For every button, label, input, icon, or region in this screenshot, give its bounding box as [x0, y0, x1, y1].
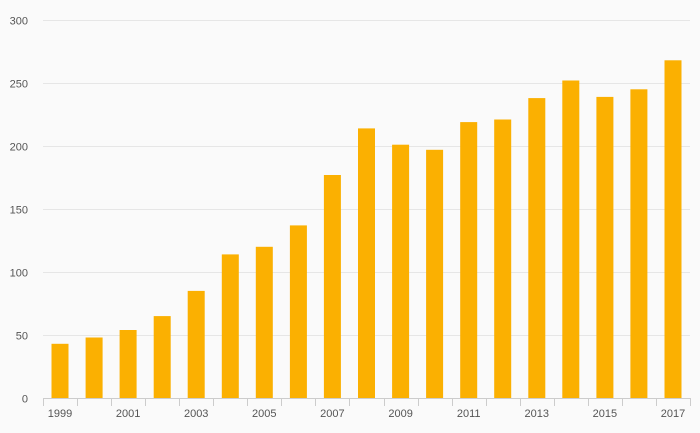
y-tick-label: 200 — [10, 142, 28, 154]
bar — [358, 128, 375, 398]
x-tick-label: 2003 — [184, 408, 208, 420]
bar — [85, 337, 103, 398]
x-axis-tick-labels: 1999 2001 2003 2005 2007 2009 2011 2013 2015 2017 — [48, 408, 685, 420]
y-tick-label: 100 — [10, 268, 28, 280]
bar — [51, 343, 69, 398]
x-tick-label: 2005 — [252, 408, 276, 420]
bar — [289, 225, 307, 398]
x-tick-label: 2011 — [457, 408, 481, 420]
x-axis — [43, 398, 691, 406]
bar — [562, 80, 580, 398]
bar — [221, 254, 239, 398]
bar — [392, 144, 410, 398]
x-tick-label: 2013 — [525, 408, 549, 420]
bar — [528, 98, 546, 398]
x-tick-label: 2017 — [661, 408, 685, 420]
x-tick-label: 2007 — [320, 408, 344, 420]
bar — [153, 316, 171, 398]
bar — [460, 122, 478, 398]
bar — [255, 246, 273, 398]
y-tick-label: 250 — [10, 79, 28, 91]
x-tick-label: 2009 — [388, 408, 412, 420]
bar — [630, 89, 648, 399]
bar — [119, 330, 137, 398]
bar — [596, 96, 614, 399]
y-tick-label: 0 — [22, 394, 28, 406]
x-tick-label: 2001 — [116, 408, 140, 420]
y-axis-tick-labels: 0 50 100 150 200 250 300 — [10, 16, 28, 406]
bar — [664, 60, 682, 399]
x-tick-label: 1999 — [48, 408, 72, 420]
bar — [187, 290, 205, 398]
bar — [426, 149, 444, 398]
bar — [494, 119, 512, 398]
bars — [51, 60, 682, 399]
y-tick-label: 300 — [10, 16, 28, 28]
y-tick-label: 150 — [10, 205, 28, 217]
y-tick-label: 50 — [16, 331, 28, 343]
bar — [323, 175, 341, 398]
x-tick-label: 2015 — [593, 408, 617, 420]
